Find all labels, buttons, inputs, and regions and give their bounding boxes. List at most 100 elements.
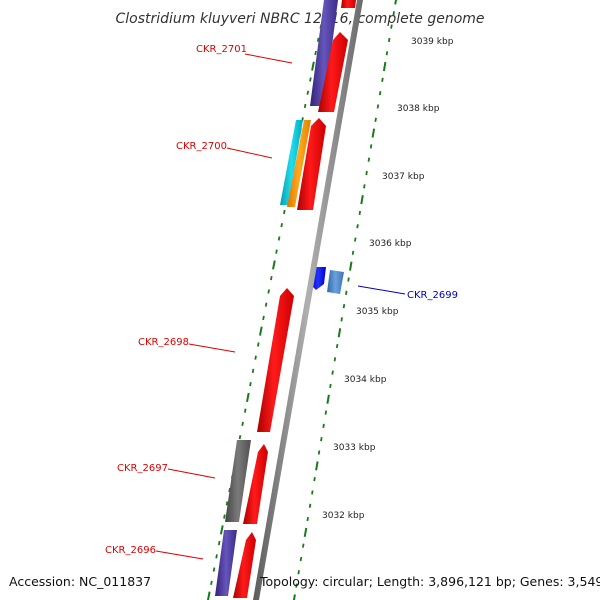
inner-tick-4 <box>314 50 317 56</box>
feature-purple-top[interactable] <box>310 0 338 106</box>
inner-tick-25 <box>259 326 263 336</box>
outer-tick-44 <box>295 583 298 588</box>
inner-tick-41 <box>217 540 221 546</box>
outer-tick-30 <box>326 394 330 404</box>
scale-label-3034: 3034 kbp <box>344 375 387 385</box>
accession-text: Accession: NC_011837 <box>9 574 152 589</box>
inner-tick-26 <box>257 342 260 347</box>
inner-tick-18 <box>277 236 281 241</box>
outer-tick-20 <box>349 261 353 271</box>
feature-cyan-ckr2700[interactable] <box>280 120 303 205</box>
inner-tick-29 <box>249 382 252 387</box>
outer-tick-34 <box>317 450 321 455</box>
scale-labels: 3039 kbp 3038 kbp 3037 kbp 3036 kbp 3035… <box>322 37 454 521</box>
outer-tick-43 <box>297 570 300 575</box>
feature-cds-ckr2696[interactable] <box>233 532 256 598</box>
outer-tick-27 <box>333 357 337 362</box>
gene-features <box>215 0 356 598</box>
outer-tick-9 <box>374 117 377 122</box>
scale-label-3037: 3037 kbp <box>382 172 425 182</box>
feature-purple-ckr2696[interactable] <box>215 530 237 596</box>
outer-tick-12 <box>367 157 371 162</box>
outer-tick-ring <box>292 0 398 600</box>
inner-tick-3 <box>316 37 320 42</box>
inner-tick-30 <box>246 392 250 402</box>
inner-tick-38 <box>225 501 229 506</box>
outer-tick-32 <box>322 423 325 429</box>
genome-title: Clostridium kluyveri NBRC 12016, complet… <box>115 11 484 27</box>
inner-tick-31 <box>244 408 247 413</box>
feature-cds-top[interactable] <box>341 0 356 8</box>
feature-cds-ckr2698[interactable] <box>257 288 294 432</box>
inner-tick-28 <box>251 368 255 374</box>
inner-tick-19 <box>275 249 278 254</box>
feature-cds-ckr2701[interactable] <box>318 32 348 112</box>
outer-tick-38 <box>308 503 312 508</box>
inner-tick-45 <box>206 591 211 600</box>
inner-tick-20 <box>272 260 276 270</box>
gene-label-ckr2698[interactable]: CKR_2698 <box>138 337 189 348</box>
scale-label-3032: 3032 kbp <box>322 511 365 521</box>
outer-tick-0 <box>394 0 398 5</box>
inner-tick-7 <box>306 90 310 95</box>
outer-tick-45 <box>292 594 296 600</box>
inner-tick-27 <box>254 355 257 360</box>
gene-label-ckr2701[interactable]: CKR_2701 <box>196 44 247 55</box>
leader-ckr2697 <box>167 468 216 479</box>
inner-tick-43 <box>212 567 216 572</box>
outer-tick-40 <box>303 527 308 537</box>
feature-gray-ckr2697[interactable] <box>225 440 251 522</box>
gene-label-ckr2697[interactable]: CKR_2697 <box>117 463 168 474</box>
outer-tick-13 <box>365 170 368 176</box>
leader-ckr2700 <box>226 147 273 159</box>
outer-tick-21 <box>347 277 350 282</box>
gene-label-ckr2699[interactable]: CKR_2699 <box>407 290 458 301</box>
leader-ckr2699 <box>357 285 406 295</box>
inner-tick-40 <box>219 525 224 535</box>
feature-cds-ckr2697[interactable] <box>243 444 268 524</box>
gene-label-ckr2700[interactable]: CKR_2700 <box>176 141 227 152</box>
outer-tick-17 <box>356 224 359 229</box>
inner-tick-17 <box>280 223 283 228</box>
outer-tick-37 <box>311 490 314 495</box>
scale-label-3038: 3038 kbp <box>397 104 440 114</box>
inner-tick-23 <box>264 302 268 307</box>
outer-tick-10 <box>371 128 376 138</box>
inner-tick-16 <box>283 209 286 215</box>
outer-tick-11 <box>369 144 373 149</box>
outer-tick-39 <box>306 516 309 522</box>
outer-tick-2 <box>390 24 393 29</box>
outer-tick-5 <box>382 61 387 72</box>
outer-tick-35 <box>315 461 319 471</box>
inner-tick-42 <box>215 554 218 559</box>
outer-tick-42 <box>299 556 303 562</box>
outer-tick-23 <box>342 303 346 309</box>
feature-orange-ckr2700[interactable] <box>287 120 311 207</box>
outer-tick-7 <box>378 91 382 96</box>
scale-label-3035: 3035 kbp <box>356 307 399 317</box>
outer-tick-24 <box>340 317 343 322</box>
scale-label-3033: 3033 kbp <box>333 443 376 453</box>
inner-tick-33 <box>238 435 242 440</box>
scale-label-3039: 3039 kbp <box>411 37 454 47</box>
outer-tick-19 <box>351 250 355 255</box>
outer-tick-41 <box>302 543 305 548</box>
outer-tick-18 <box>354 237 357 242</box>
scale-label-3036: 3036 kbp <box>369 239 412 249</box>
feature-steelblue-ckr2699[interactable] <box>327 270 344 294</box>
gene-label-ckr2696[interactable]: CKR_2696 <box>105 545 156 556</box>
feature-cds-ckr2700[interactable] <box>297 118 326 210</box>
outer-tick-1 <box>392 11 395 16</box>
outer-tick-22 <box>345 290 348 295</box>
inner-tick-6 <box>309 77 312 82</box>
outer-tick-28 <box>331 370 334 375</box>
inner-tick-5 <box>311 61 315 71</box>
outer-tick-25 <box>337 328 342 338</box>
outer-tick-3 <box>388 37 391 43</box>
outer-tick-8 <box>376 104 380 109</box>
outer-tick-36 <box>313 477 316 482</box>
leader-ckr2698 <box>188 343 236 353</box>
outer-tick-16 <box>358 210 361 216</box>
outer-tick-15 <box>360 195 364 205</box>
inner-tick-44 <box>210 580 213 585</box>
